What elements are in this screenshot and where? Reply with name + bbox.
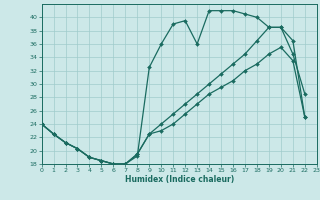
X-axis label: Humidex (Indice chaleur): Humidex (Indice chaleur) (124, 175, 234, 184)
